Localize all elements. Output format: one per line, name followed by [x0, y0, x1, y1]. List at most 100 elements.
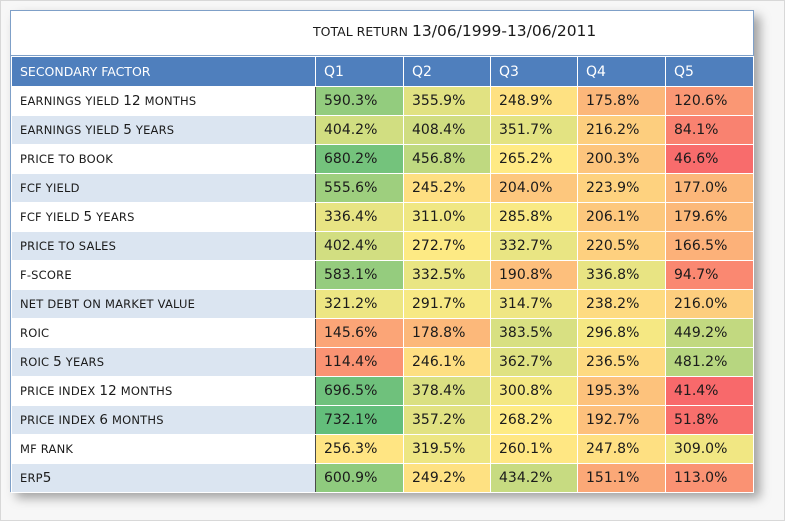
- value-cell-q3: 300.8%: [490, 376, 578, 406]
- table-row-fcf-yield-5-years: FCF YIELD 5 YEARS 336.4% 311.0% 285.8% 206.1…: [11, 202, 754, 232]
- value-cell-q4: 223.9%: [577, 173, 666, 203]
- value-cell-q4: 206.1%: [577, 202, 666, 232]
- factor-label: EARNINGS YIELD 12 MONTHS: [11, 86, 316, 116]
- value-cell-q1: 145.6%: [315, 318, 404, 348]
- value-cell-q4: 216.2%: [577, 115, 666, 145]
- value-cell-q5: 309.0%: [665, 434, 754, 464]
- value-cell-q4: 236.5%: [577, 347, 666, 377]
- value-cell-q2: 245.2%: [403, 173, 491, 203]
- value-cell-q1: 696.5%: [315, 376, 404, 406]
- value-cell-q2: 311.0%: [403, 202, 491, 232]
- table-title-period: 13/06/1999-13/06/2011: [412, 22, 597, 40]
- value-cell-q1: 732.1%: [315, 405, 404, 435]
- value-cell-q1: 321.2%: [315, 289, 404, 319]
- factor-label: F-SCORE: [11, 260, 316, 290]
- table-title: TOTAL RETURN 13/06/1999-13/06/2011: [313, 22, 613, 42]
- value-cell-q3: 362.7%: [490, 347, 578, 377]
- value-cell-q1: 336.4%: [315, 202, 404, 232]
- factor-label: PRICE TO BOOK: [11, 144, 316, 174]
- header-secondary-factor: SECONDARY FACTOR: [11, 56, 316, 87]
- table-row-erp5: ERP5 600.9% 249.2% 434.2% 151.1% 113.0%: [11, 463, 754, 493]
- value-cell-q5: 166.5%: [665, 231, 754, 261]
- value-cell-q1: 114.4%: [315, 347, 404, 377]
- factor-label: MF RANK: [11, 434, 316, 464]
- value-cell-q2: 357.2%: [403, 405, 491, 435]
- value-cell-q5: 177.0%: [665, 173, 754, 203]
- value-cell-q3: 248.9%: [490, 86, 578, 116]
- returns-table: SECONDARY FACTOR Q1 Q2 Q3 Q4 Q5 EARNINGS…: [11, 56, 754, 493]
- table-row-price-index-12-months: PRICE INDEX 12 MONTHS 696.5% 378.4% 300.8% 1…: [11, 376, 754, 406]
- factor-label: ROIC: [11, 318, 316, 348]
- value-cell-q1: 402.4%: [315, 231, 404, 261]
- value-cell-q5: 179.6%: [665, 202, 754, 232]
- value-cell-q4: 247.8%: [577, 434, 666, 464]
- value-cell-q5: 94.7%: [665, 260, 754, 290]
- value-cell-q2: 408.4%: [403, 115, 491, 145]
- value-cell-q4: 151.1%: [577, 463, 666, 493]
- value-cell-q1: 680.2%: [315, 144, 404, 174]
- header-q1: Q1: [315, 56, 404, 87]
- table-row-price-to-book: PRICE TO BOOK 680.2% 456.8% 265.2% 200.3% 46.…: [11, 144, 754, 174]
- value-cell-q1: 583.1%: [315, 260, 404, 290]
- value-cell-q3: 260.1%: [490, 434, 578, 464]
- table-panel: TOTAL RETURN 13/06/1999-13/06/2011 SECON…: [10, 10, 754, 493]
- table-row-roic: ROIC 145.6% 178.8% 383.5% 296.8% 449.2%: [11, 318, 754, 348]
- factor-label: PRICE INDEX 6 MONTHS: [11, 405, 316, 435]
- value-cell-q1: 555.6%: [315, 173, 404, 203]
- table-row-mf-rank: MF RANK 256.3% 319.5% 260.1% 247.8% 309.0%: [11, 434, 754, 464]
- value-cell-q3: 265.2%: [490, 144, 578, 174]
- factor-label: PRICE TO SALES: [11, 231, 316, 261]
- value-cell-q3: 351.7%: [490, 115, 578, 145]
- table-row-price-index-6-months: PRICE INDEX 6 MONTHS 732.1% 357.2% 268.2% 19…: [11, 405, 754, 435]
- value-cell-q2: 319.5%: [403, 434, 491, 464]
- header-q3: Q3: [490, 56, 578, 87]
- value-cell-q4: 220.5%: [577, 231, 666, 261]
- factor-label: FCF YIELD: [11, 173, 316, 203]
- header-q2: Q2: [403, 56, 491, 87]
- value-cell-q4: 296.8%: [577, 318, 666, 348]
- value-cell-q2: 332.5%: [403, 260, 491, 290]
- value-cell-q3: 204.0%: [490, 173, 578, 203]
- value-cell-q2: 178.8%: [403, 318, 491, 348]
- value-cell-q3: 190.8%: [490, 260, 578, 290]
- factor-label: ERP5: [11, 463, 316, 493]
- value-cell-q3: 285.8%: [490, 202, 578, 232]
- table-row-roic-5-years: ROIC 5 YEARS 114.4% 246.1% 362.7% 236.5% 481.…: [11, 347, 754, 377]
- value-cell-q5: 41.4%: [665, 376, 754, 406]
- value-cell-q4: 192.7%: [577, 405, 666, 435]
- value-cell-q5: 51.8%: [665, 405, 754, 435]
- value-cell-q5: 481.2%: [665, 347, 754, 377]
- value-cell-q4: 238.2%: [577, 289, 666, 319]
- value-cell-q3: 314.7%: [490, 289, 578, 319]
- value-cell-q5: 449.2%: [665, 318, 754, 348]
- value-cell-q3: 332.7%: [490, 231, 578, 261]
- value-cell-q5: 216.0%: [665, 289, 754, 319]
- value-cell-q4: 175.8%: [577, 86, 666, 116]
- value-cell-q1: 590.3%: [315, 86, 404, 116]
- value-cell-q5: 113.0%: [665, 463, 754, 493]
- table-title-label: TOTAL RETURN: [313, 24, 413, 39]
- value-cell-q5: 84.1%: [665, 115, 754, 145]
- value-cell-q2: 246.1%: [403, 347, 491, 377]
- value-cell-q2: 249.2%: [403, 463, 491, 493]
- table-row-earnings-yield-12-months: EARNINGS YIELD 12 MONTHS 590.3% 355.9% 248.…: [11, 86, 754, 116]
- value-cell-q3: 268.2%: [490, 405, 578, 435]
- header-row: SECONDARY FACTOR Q1 Q2 Q3 Q4 Q5: [11, 56, 754, 87]
- header-q5: Q5: [665, 56, 754, 87]
- value-cell-q5: 46.6%: [665, 144, 754, 174]
- value-cell-q3: 383.5%: [490, 318, 578, 348]
- factor-label: ROIC 5 YEARS: [11, 347, 316, 377]
- table-row-net-debt-on-market-value: NET DEBT ON MARKET VALUE 321.2% 291.7% 314.…: [11, 289, 754, 319]
- value-cell-q4: 200.3%: [577, 144, 666, 174]
- factor-label: EARNINGS YIELD 5 YEARS: [11, 115, 316, 145]
- factor-label: NET DEBT ON MARKET VALUE: [11, 289, 316, 319]
- value-cell-q1: 404.2%: [315, 115, 404, 145]
- value-cell-q2: 378.4%: [403, 376, 491, 406]
- value-cell-q2: 291.7%: [403, 289, 491, 319]
- value-cell-q1: 600.9%: [315, 463, 404, 493]
- header-q4: Q4: [577, 56, 666, 87]
- factor-label: PRICE INDEX 12 MONTHS: [11, 376, 316, 406]
- value-cell-q2: 355.9%: [403, 86, 491, 116]
- table-row-fcf-yield: FCF YIELD 555.6% 245.2% 204.0% 223.9% 177.0%: [11, 173, 754, 203]
